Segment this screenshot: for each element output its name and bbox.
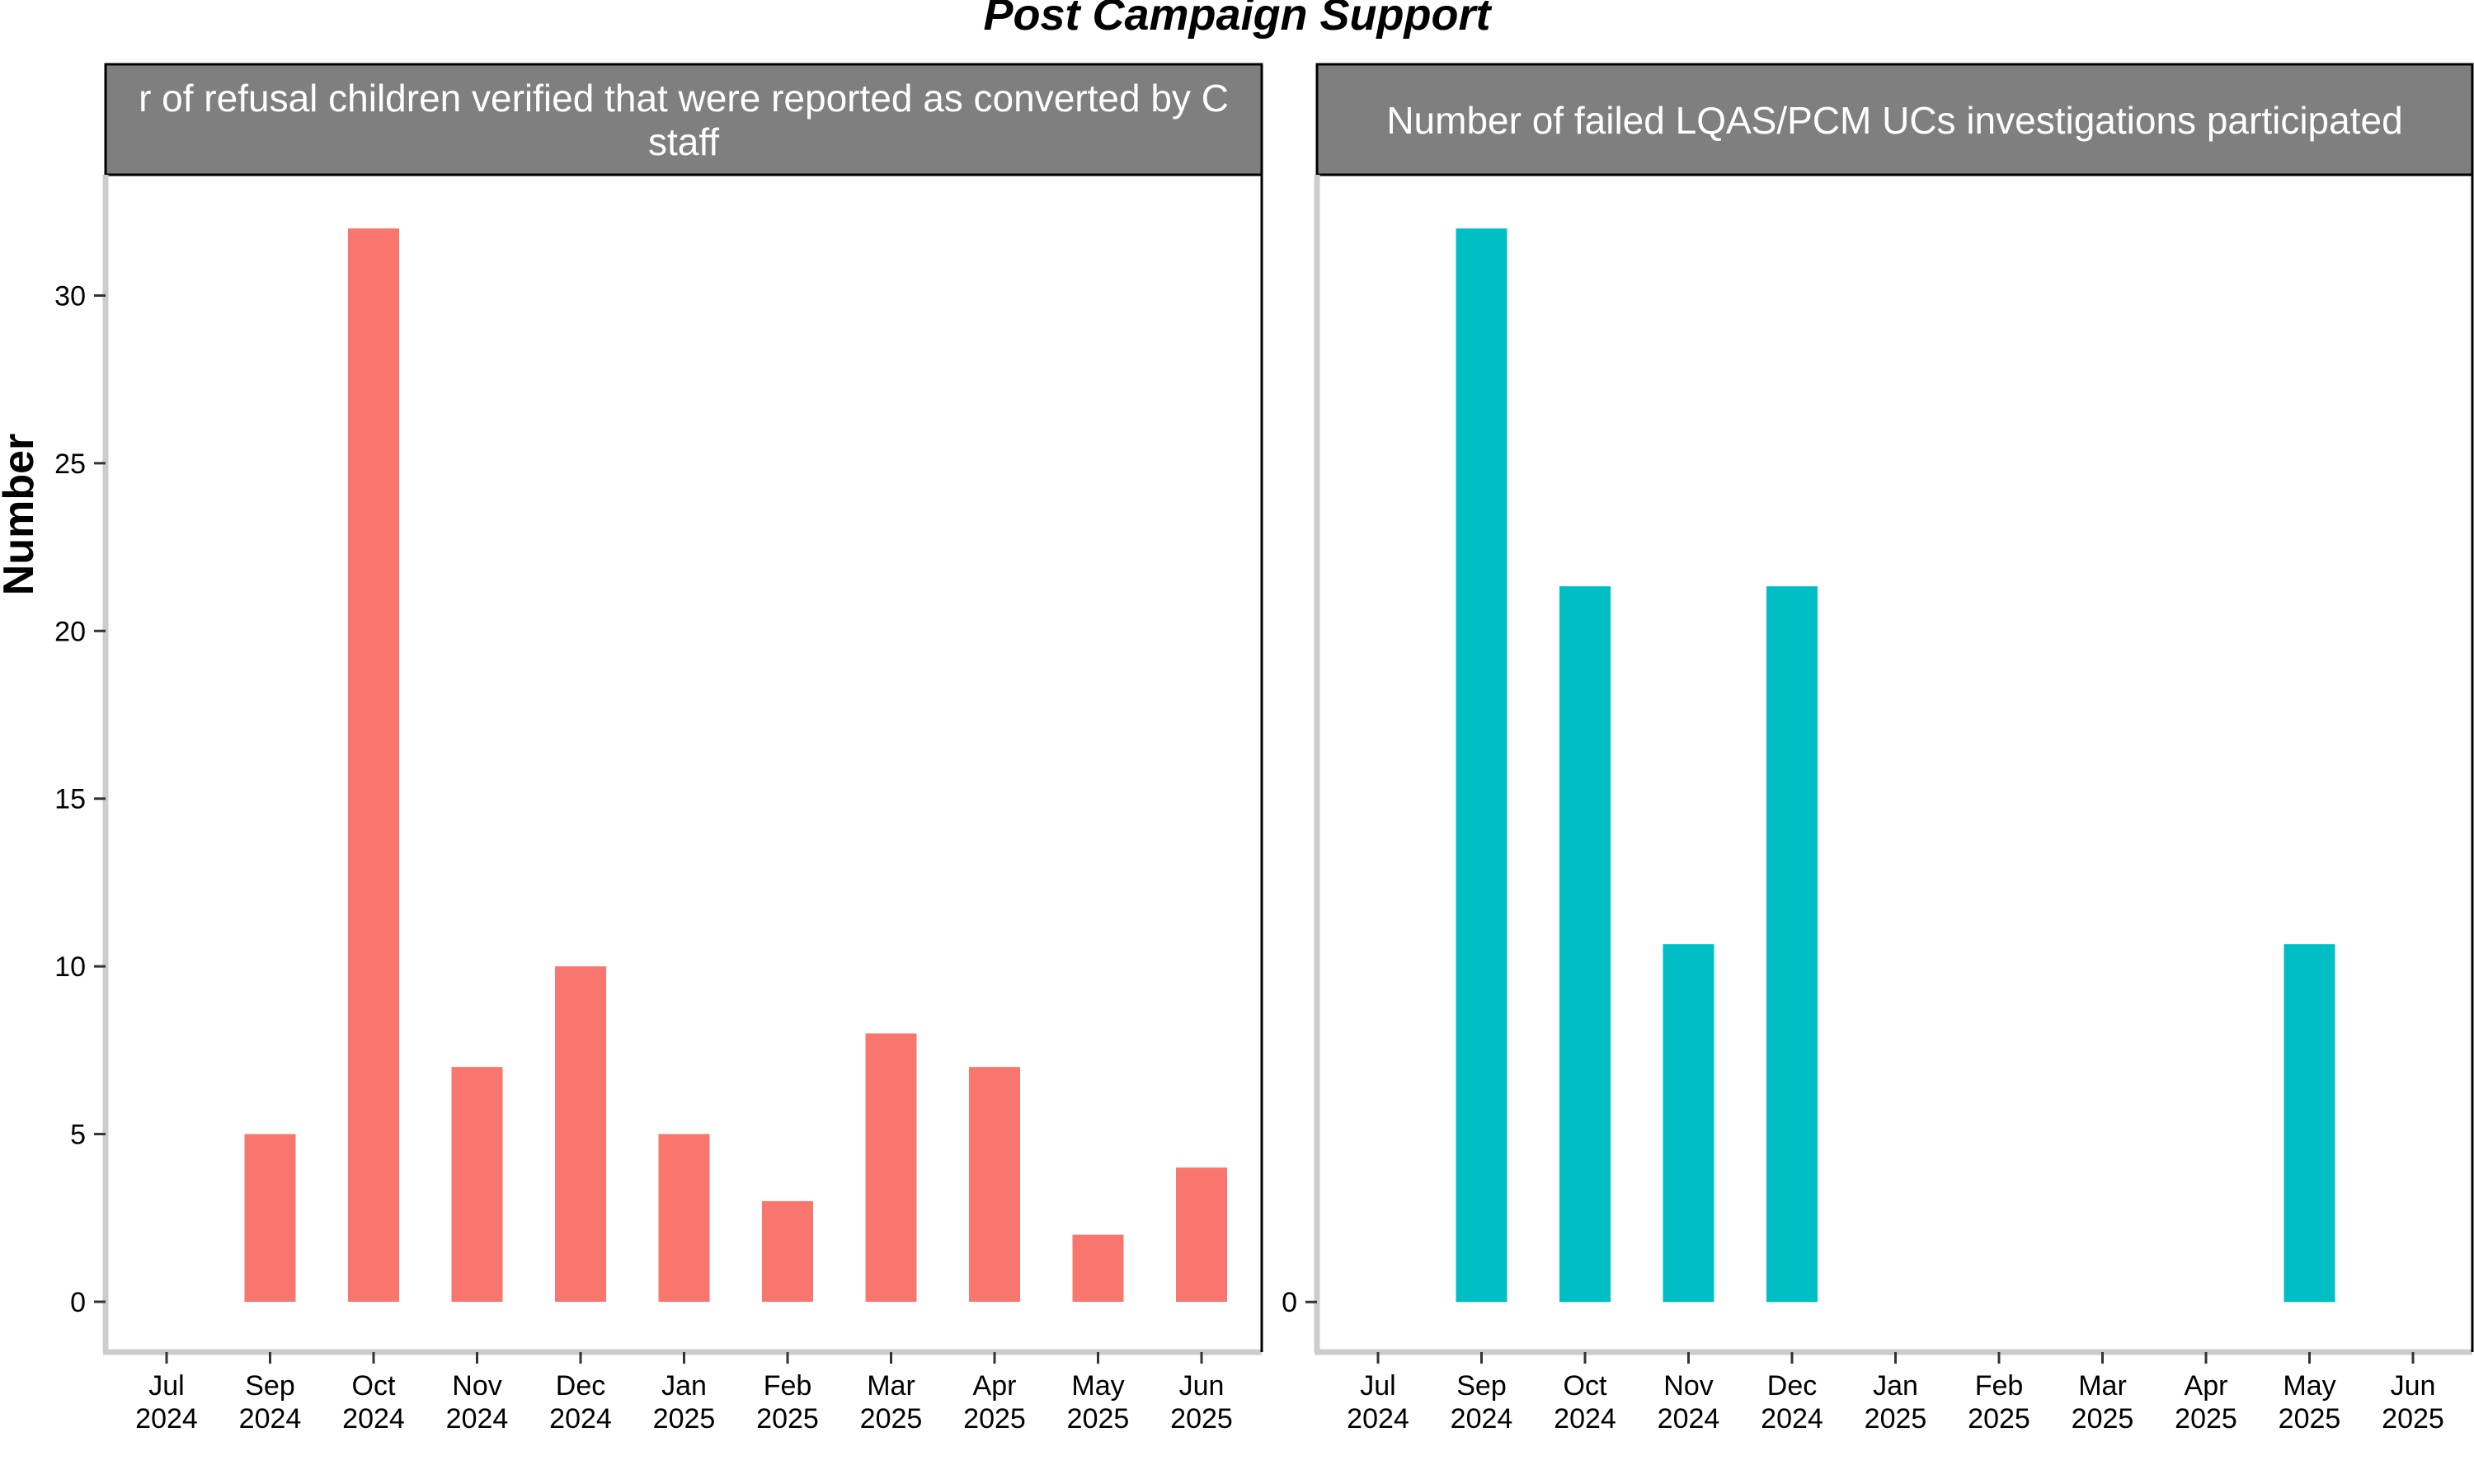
x-tick-label-year: 2024	[239, 1403, 302, 1435]
x-tick-label-month: Mar	[867, 1370, 915, 1402]
x-tick-label-month: Mar	[2078, 1370, 2127, 1402]
x-tick-label-year: 2024	[549, 1403, 612, 1435]
x-tick-label-month: Dec	[556, 1370, 605, 1402]
y-tick-label: 20	[54, 616, 86, 647]
bar	[969, 1067, 1020, 1302]
strip-text-group: Number of failed LQAS/PCM UCs investigat…	[1386, 99, 2402, 142]
x-tick-label-year: 2024	[342, 1403, 405, 1435]
strip-title: Number of failed LQAS/PCM UCs investigat…	[1386, 99, 2402, 142]
x-tick-label-month: Jan	[1873, 1370, 1918, 1402]
x-tick-label-year: 2025	[2175, 1403, 2237, 1435]
y-axis-label: Number	[0, 434, 43, 595]
bar	[762, 1200, 813, 1302]
x-tick-label-month: Jan	[661, 1370, 707, 1402]
y-tick-label: 30	[54, 280, 86, 312]
bar	[1766, 586, 1818, 1303]
x-tick-label-month: Sep	[1456, 1370, 1507, 1402]
bar	[658, 1134, 710, 1302]
x-tick-label-month: Dec	[1767, 1370, 1817, 1402]
x-tick-label-year: 2024	[1554, 1403, 1616, 1435]
x-tick-label-year: 2024	[446, 1403, 509, 1435]
strip-background	[1315, 63, 2474, 176]
y-tick-label: 25	[54, 448, 86, 480]
chart-title: Post Campaign Support	[983, 0, 1492, 40]
strip-title-line1: r of refusal children verified that were…	[139, 77, 1229, 120]
x-tick-label-month: Feb	[764, 1370, 812, 1402]
x-tick-label-year: 2025	[756, 1403, 819, 1435]
y-tick-label: 15	[54, 784, 86, 815]
y-tick-label: 10	[54, 951, 86, 983]
x-tick-label-year: 2025	[1968, 1403, 2030, 1435]
bar	[451, 1067, 503, 1302]
x-tick-label-month: May	[1071, 1370, 1124, 1402]
x-tick-label-month: Feb	[1975, 1370, 2024, 1402]
x-tick-label-year: 2024	[1347, 1403, 1409, 1435]
x-tick-label-year: 2024	[1451, 1403, 1513, 1435]
bar	[244, 1134, 296, 1302]
bar	[1663, 944, 1714, 1303]
strip-text-group: r of refusal children verified that were…	[139, 77, 1229, 163]
x-tick-label-month: Nov	[452, 1370, 501, 1402]
x-tick-label-year: 2025	[2382, 1403, 2444, 1435]
bar	[1456, 228, 1507, 1303]
bar	[2284, 944, 2335, 1303]
x-tick-label-year: 2025	[963, 1403, 1026, 1435]
x-tick-label-year: 2025	[2072, 1403, 2134, 1435]
strip-title-line2: staff	[648, 120, 719, 163]
panel-1: r of refusal children verified that were…	[54, 63, 1263, 1435]
y-tick-label: 0	[70, 1287, 86, 1318]
x-tick-label-month: Apr	[973, 1370, 1017, 1402]
x-tick-label-month: Apr	[2185, 1370, 2228, 1402]
x-tick-label-month: Jul	[1360, 1370, 1395, 1402]
x-tick-label-month: Sep	[245, 1370, 295, 1402]
x-tick-label-month: Oct	[1564, 1370, 1607, 1402]
bar	[348, 228, 399, 1302]
y-tick-label: 5	[70, 1120, 86, 1151]
bar	[555, 966, 606, 1302]
x-tick-label-month: Jul	[148, 1370, 184, 1402]
strip-background	[104, 63, 1263, 176]
x-tick-label-month: Oct	[352, 1370, 396, 1402]
x-tick-label-year: 2025	[1865, 1403, 1927, 1435]
x-tick-label-year: 2025	[653, 1403, 716, 1435]
x-tick-label-year: 2024	[1658, 1403, 1720, 1435]
x-tick-label-year: 2025	[860, 1403, 923, 1435]
x-tick-label-month: May	[2283, 1370, 2335, 1402]
x-tick-label-year: 2025	[2279, 1403, 2341, 1435]
bar	[1176, 1167, 1227, 1302]
bar	[1072, 1234, 1124, 1302]
bar	[1559, 586, 1611, 1303]
panels-layer: r of refusal children verified that were…	[54, 63, 2474, 1435]
x-tick-label-month: Jun	[1179, 1370, 1225, 1402]
x-tick-label-month: Jun	[2391, 1370, 2436, 1402]
y-tick-label: 0	[1282, 1287, 1297, 1318]
panel-2: Number of failed LQAS/PCM UCs investigat…	[1282, 63, 2474, 1435]
x-tick-label-year: 2025	[1170, 1403, 1233, 1435]
x-tick-label-year: 2024	[135, 1403, 198, 1435]
x-tick-label-year: 2024	[1761, 1403, 1823, 1435]
x-tick-label-year: 2025	[1067, 1403, 1130, 1435]
x-tick-label-month: Nov	[1663, 1370, 1713, 1402]
bar	[865, 1033, 917, 1302]
